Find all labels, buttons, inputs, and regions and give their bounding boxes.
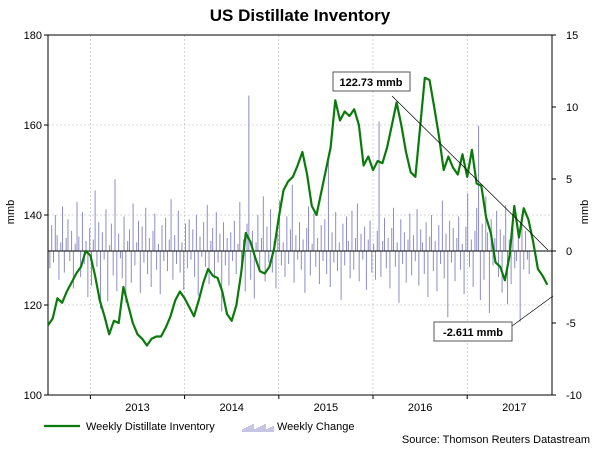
right-tick-label: 5 [566,174,572,186]
left-tick-label: 120 [24,300,42,312]
year-label: 2017 [502,402,526,414]
callout-top-box [332,71,411,92]
right-axis-ticks: -10 -5 0 5 10 15 [552,30,582,402]
chart-title: US Distillate Inventory [210,6,391,25]
callout-bottom: -2.611 mmb [433,321,513,342]
legend-inventory-label: Weekly Distillate Inventory [86,421,215,433]
x-axis-year-labels: 2013 2014 2015 2016 2017 [89,395,527,414]
right-tick-label: -10 [566,390,582,402]
weekly-distillate-inventory-line [47,76,549,347]
callout-top: 122.73 mmb [332,71,411,92]
left-tick-label: 100 [24,390,42,402]
callout-top-trendline [391,95,549,251]
legend-change-swatch [242,424,274,432]
year-label: 2013 [125,402,149,414]
year-label: 2015 [314,402,338,414]
year-label: 2014 [219,402,243,414]
right-axis-label: mmb [579,200,591,224]
left-tick-label: 180 [24,30,42,42]
right-tick-label: -5 [566,318,576,330]
left-axis-ticks: 100 120 140 160 180 [24,30,48,402]
left-tick-label: 140 [24,210,42,222]
source-note: Source: Thomson Reuters Datastream [402,434,590,446]
legend-change-label: Weekly Change [277,421,354,433]
left-axis-label: mmb [5,200,17,224]
legend: Weekly Distillate Inventory Weekly Chang… [44,421,354,433]
right-tick-label: 15 [566,30,578,42]
left-tick-label: 160 [24,120,42,132]
year-label: 2016 [408,402,432,414]
callout-top-label: 122.73 mmb [340,77,403,89]
callout-bottom-trendline [511,295,554,327]
callout-bottom-label: -2.611 mmb [443,327,503,339]
right-tick-label: 0 [566,246,572,258]
callout-bottom-box [433,321,513,342]
right-tick-label: 10 [566,102,578,114]
